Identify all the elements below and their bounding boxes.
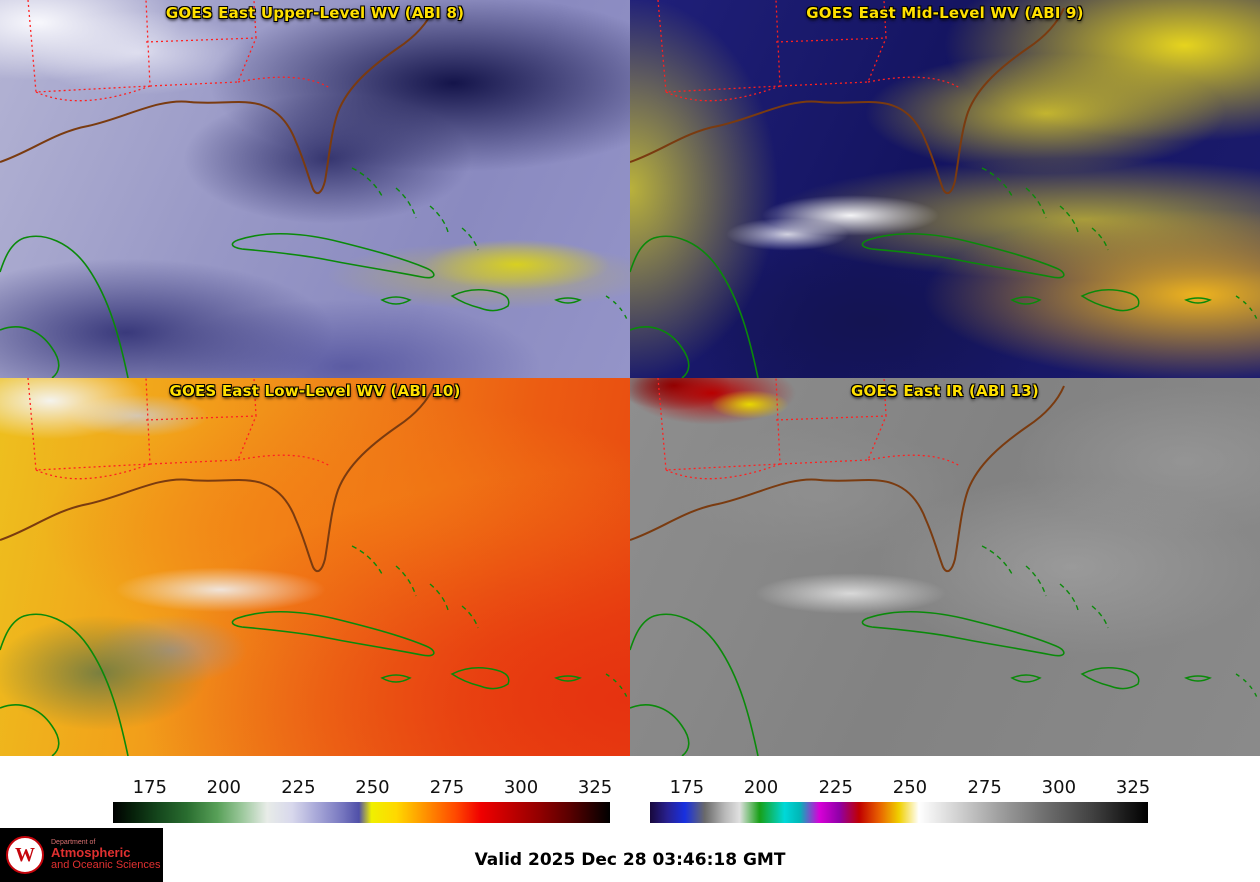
panel-title-abi10: GOES East Low-Level WV (ABI 10) (169, 382, 461, 400)
uw-aos-logo: W Department of Atmospheric and Oceanic … (0, 828, 163, 882)
tick-label: 200 (206, 777, 242, 798)
colorbar-row: 175 200 225 250 275 300 325 175 200 225 … (0, 756, 1260, 828)
colorbar-gradient-wv (113, 802, 610, 823)
panel-title-abi13: GOES East IR (ABI 13) (850, 382, 1039, 400)
colorbar-wv-ticks: 175 200 225 250 275 300 325 (113, 756, 613, 802)
tick-label: 325 (577, 777, 613, 798)
tick-label: 175 (132, 777, 167, 798)
tick-label: 225 (281, 777, 316, 798)
coastline-overlay (630, 0, 1260, 378)
tick-label: 300 (1041, 777, 1077, 798)
coastline-overlay (0, 378, 630, 756)
panel-low-level-wv: GOES East Low-Level WV (ABI 10) (0, 378, 630, 756)
tick-label: 275 (429, 777, 465, 798)
valid-time: Valid 2025 Dec 28 03:46:18 GMT (474, 850, 786, 870)
tick-label: 275 (967, 777, 1002, 798)
logo-line2: and Oceanic Sciences (51, 858, 161, 871)
uw-crest-icon: W (6, 836, 44, 874)
tick-label: 200 (743, 777, 779, 798)
colorbar-gradient-ir (650, 802, 1148, 823)
logo-dept-line: Department of (51, 838, 96, 846)
panel-title-abi9: GOES East Mid-Level WV (ABI 9) (806, 4, 1084, 22)
tick-label: 175 (669, 777, 705, 798)
logo-text: Department of Atmospheric and Oceanic Sc… (51, 839, 160, 872)
colorbar-ir: 175 200 225 250 275 300 325 (650, 756, 1151, 828)
panel-grid: GOES East Upper-Level WV (ABI 8) GOES Ea… (0, 0, 1260, 756)
logo-line1: Atmospheric (51, 845, 131, 861)
coastline-overlay (630, 378, 1260, 756)
tick-label: 250 (355, 777, 390, 798)
colorbar-ir-ticks: 175 200 225 250 275 300 325 (650, 756, 1151, 802)
crest-letter: W (15, 843, 35, 866)
tick-label: 325 (1115, 777, 1151, 798)
tick-label: 225 (818, 777, 853, 798)
panel-ir: GOES East IR (ABI 13) (630, 378, 1260, 756)
tick-label: 300 (503, 777, 539, 798)
panel-title-abi8: GOES East Upper-Level WV (ABI 8) (165, 4, 465, 22)
tick-label: 250 (892, 777, 928, 798)
colorbar-wv: 175 200 225 250 275 300 325 (113, 756, 613, 828)
coastline-overlay (0, 0, 630, 378)
panel-upper-level-wv: GOES East Upper-Level WV (ABI 8) (0, 0, 630, 378)
footer: W Department of Atmospheric and Oceanic … (0, 828, 1260, 882)
panel-mid-level-wv: GOES East Mid-Level WV (ABI 9) (630, 0, 1260, 378)
